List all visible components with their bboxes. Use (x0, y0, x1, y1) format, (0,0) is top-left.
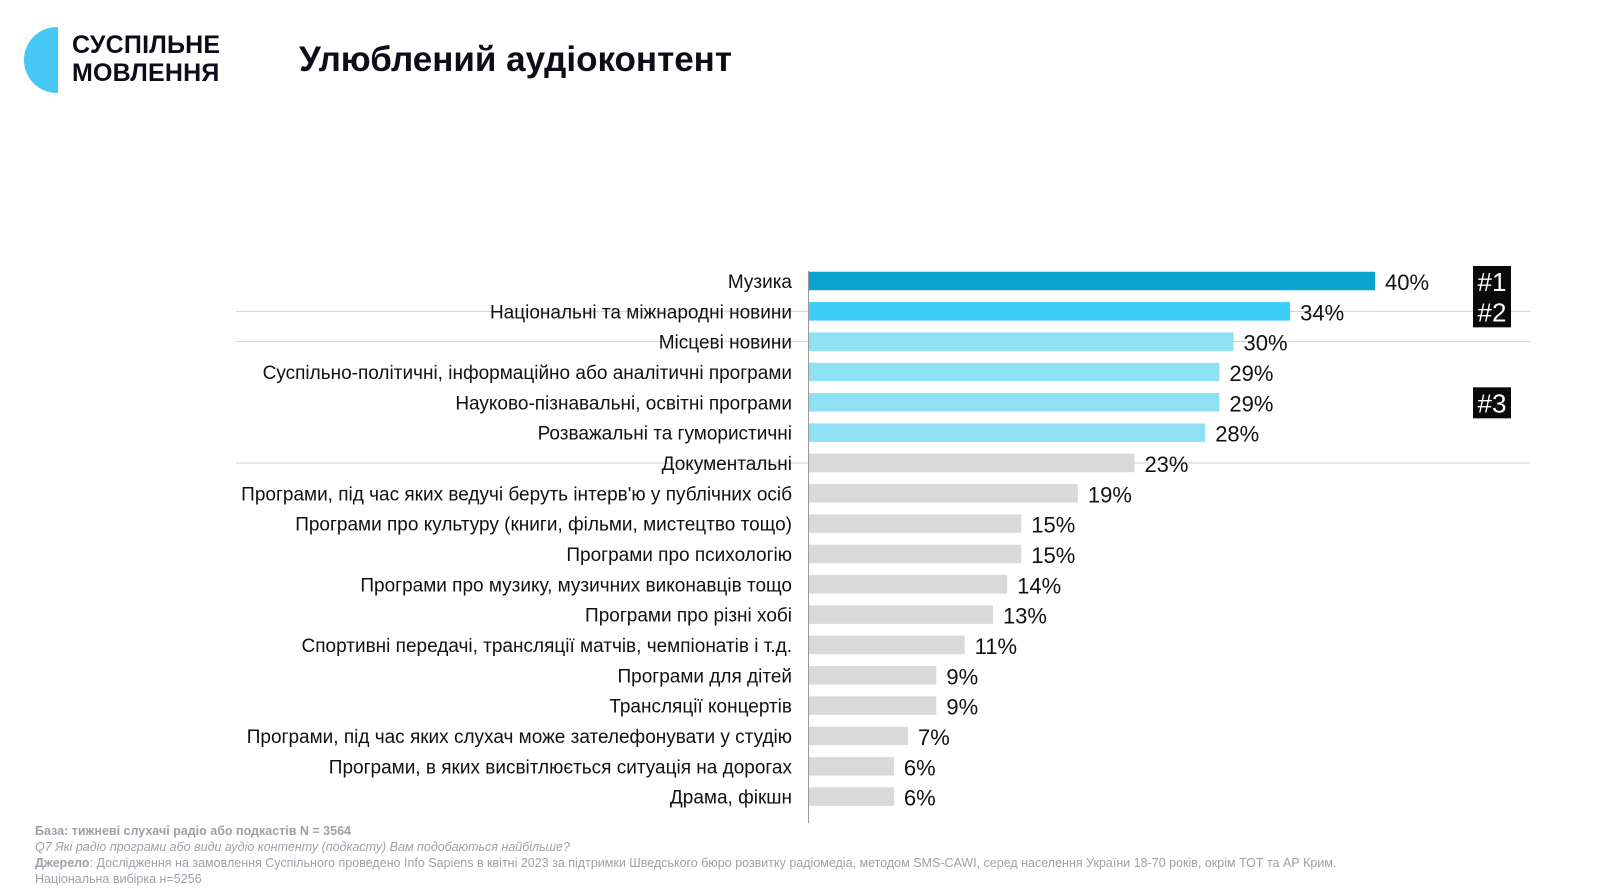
value-label: 6% (904, 755, 936, 780)
footnote-question: Q7 Які радіо програми або види аудіо кон… (35, 840, 570, 854)
value-label: 15% (1031, 543, 1075, 568)
category-label: Програми про культуру (книги, фільми, ми… (295, 515, 792, 536)
rank-badge-label: #3 (1478, 388, 1507, 418)
value-label: 6% (904, 786, 936, 811)
footnote-base: База: тижневі слухачі радіо або подкасті… (35, 824, 351, 838)
bar (809, 393, 1220, 412)
brand-logo: СУСПІЛЬНЕ МОВЛЕННЯ (24, 27, 254, 97)
bar (809, 423, 1206, 442)
rank-badge (1473, 266, 1511, 297)
brand-name-line1: СУСПІЛЬНЕ (72, 31, 221, 59)
bar (809, 787, 894, 806)
bar (809, 514, 1022, 533)
value-label: 29% (1229, 391, 1273, 416)
category-label: Місцеві новини (659, 333, 792, 354)
value-label: 34% (1300, 300, 1344, 325)
category-label: Музика (728, 272, 793, 293)
value-label: 30% (1244, 331, 1288, 356)
footnote-sample-text: Національна вибірка н=5256 (35, 872, 202, 886)
bar (809, 362, 1220, 382)
footnote-source-text: : Дослідження на замовлення Суспільного … (89, 856, 1337, 870)
value-label: 13% (1003, 604, 1047, 629)
value-label: 15% (1031, 513, 1075, 538)
bar (809, 726, 909, 746)
category-label: Драма, фікшн (670, 788, 792, 809)
rank-badge-label: #2 (1478, 297, 1507, 327)
value-label: 29% (1229, 361, 1273, 386)
footnote-question-text: Q7 Які радіо програми або види аудіо кон… (35, 840, 570, 854)
footnote-source-label: Джерело (35, 856, 90, 870)
rank-badge (1473, 387, 1511, 419)
category-label: Національні та міжнародні новини (490, 302, 792, 323)
bar (809, 332, 1234, 351)
category-label: Програми про різні хобі (585, 606, 792, 627)
category-label: Науково-пізнавальні, освітні програми (455, 393, 792, 414)
bar (809, 302, 1291, 321)
category-label: Документальні (662, 454, 792, 475)
value-label: 23% (1144, 452, 1188, 477)
bar (809, 757, 894, 776)
footnote-source: Джерело: Дослідження на замовлення Суспі… (35, 856, 1336, 870)
value-label: 7% (918, 725, 950, 750)
value-label: 9% (946, 664, 978, 689)
category-label: Суспільно-політичні, інформаційно або ан… (263, 363, 792, 384)
footnote-base-text: База: тижневі слухачі радіо або подкасті… (35, 824, 351, 838)
footnote-sample: Національна вибірка н=5256 (35, 872, 202, 886)
category-label: Програми про музику, музичних виконавців… (360, 575, 792, 596)
category-label: Програми, в яких висвітлюється ситуація … (329, 757, 793, 778)
value-label: 14% (1017, 573, 1061, 598)
bar (809, 605, 993, 624)
page-title: Улюблений аудіоконтент (299, 40, 732, 79)
category-label: Програми про психологію (566, 545, 792, 566)
category-label: Програми, під час яких слухач може зател… (247, 727, 792, 748)
category-label: Програми для дітей (617, 666, 792, 687)
category-label: Програми, під час яких ведучі беруть інт… (241, 484, 792, 505)
category-label: Спортивні передачі, трансляції матчів, ч… (302, 636, 792, 657)
rank-badge (1473, 296, 1511, 328)
value-label: 28% (1215, 422, 1259, 447)
bar (809, 484, 1078, 503)
brand-name-line2: МОВЛЕННЯ (72, 59, 220, 87)
bar (809, 271, 1375, 291)
category-label: Розважальні та гумористичні (538, 424, 792, 445)
rank-badge-label: #1 (1478, 267, 1507, 297)
bar (809, 544, 1022, 564)
bar (809, 696, 937, 715)
category-label: Трансляції концертів (609, 697, 792, 718)
brand-name: СУСПІЛЬНЕ МОВЛЕННЯ (72, 31, 220, 87)
brand-mark-icon (24, 27, 58, 93)
value-label: 40% (1385, 270, 1429, 295)
value-label: 11% (975, 634, 1017, 659)
bar (809, 666, 937, 685)
bar (809, 453, 1135, 473)
value-label: 9% (946, 695, 978, 720)
bar (809, 575, 1008, 594)
bar (809, 635, 965, 655)
value-label: 19% (1088, 482, 1132, 507)
